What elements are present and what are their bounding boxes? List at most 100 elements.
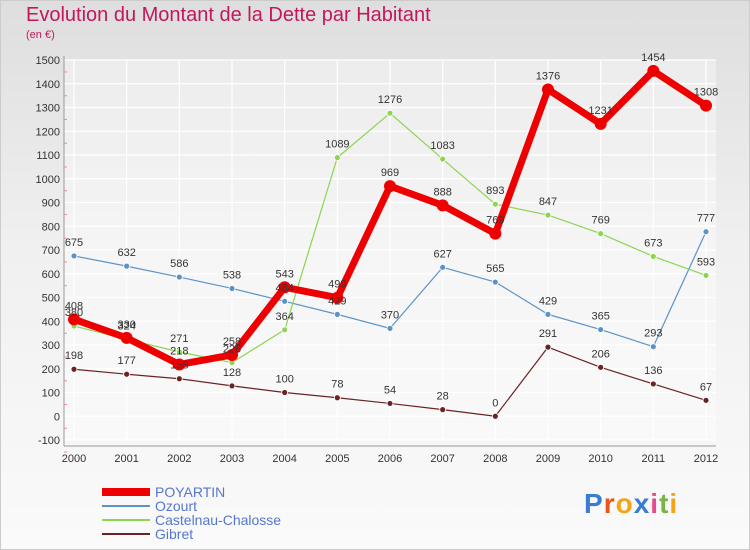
x-tick-label: 2000 bbox=[62, 453, 86, 465]
proxiti-logo: Proxiti bbox=[584, 488, 678, 520]
x-tick-label: 2002 bbox=[167, 453, 191, 465]
data-label: 847 bbox=[539, 196, 557, 208]
data-point bbox=[281, 326, 289, 334]
data-label: 627 bbox=[433, 248, 451, 260]
legend-label: Gibret bbox=[155, 526, 193, 542]
data-label: 1308 bbox=[694, 87, 718, 99]
data-label: 291 bbox=[539, 328, 557, 340]
data-label: 380 bbox=[65, 307, 83, 319]
data-point bbox=[384, 180, 396, 193]
y-tick-label: 1300 bbox=[36, 103, 60, 115]
x-tick-label: 2005 bbox=[325, 453, 349, 465]
y-tick-label: -100 bbox=[38, 435, 60, 447]
data-point bbox=[700, 99, 712, 112]
legend-label: POYARTIN bbox=[155, 484, 225, 500]
data-label: 330 bbox=[117, 319, 135, 331]
data-point bbox=[649, 343, 657, 351]
data-label: 1231 bbox=[588, 105, 612, 117]
data-label: 1276 bbox=[378, 94, 402, 106]
y-tick-label: 900 bbox=[42, 198, 60, 210]
legend-label: Castelnau-Chalosse bbox=[155, 512, 281, 528]
data-point bbox=[386, 400, 394, 407]
data-point bbox=[594, 117, 607, 130]
data-label: 177 bbox=[117, 355, 135, 367]
data-point bbox=[333, 394, 341, 402]
data-label: 593 bbox=[697, 256, 715, 268]
x-tick-label: 2007 bbox=[430, 453, 454, 465]
x-tick-label: 2010 bbox=[588, 453, 612, 465]
legend-label: Ozourt bbox=[155, 498, 197, 514]
data-point bbox=[649, 253, 657, 260]
data-label: 324 bbox=[117, 320, 135, 332]
x-tick-label: 2011 bbox=[642, 453, 666, 465]
data-point bbox=[278, 281, 291, 294]
data-label: 484 bbox=[275, 282, 293, 294]
data-point bbox=[439, 263, 447, 271]
y-tick-label: 0 bbox=[54, 411, 60, 423]
data-label: 28 bbox=[437, 391, 449, 403]
data-label: 226 bbox=[223, 344, 241, 356]
data-point bbox=[123, 370, 131, 378]
data-point bbox=[331, 291, 344, 304]
data-label: 1454 bbox=[641, 52, 665, 64]
data-point bbox=[544, 343, 552, 351]
data-point bbox=[491, 200, 499, 208]
data-label: 429 bbox=[539, 295, 557, 307]
logo-letter: i bbox=[669, 488, 679, 519]
data-point bbox=[597, 326, 605, 333]
data-label: 893 bbox=[486, 185, 504, 197]
x-tick-label: 2008 bbox=[483, 453, 507, 465]
data-point bbox=[542, 83, 554, 96]
data-label: 673 bbox=[644, 237, 662, 249]
data-point bbox=[175, 348, 183, 356]
data-point bbox=[597, 363, 605, 371]
data-label: 1376 bbox=[536, 70, 560, 82]
data-point bbox=[70, 365, 78, 373]
data-label: 78 bbox=[331, 379, 343, 391]
data-point bbox=[544, 310, 552, 318]
data-point bbox=[175, 375, 183, 383]
data-label: 543 bbox=[275, 268, 293, 280]
data-label: 258 bbox=[223, 336, 241, 348]
data-point bbox=[649, 380, 657, 388]
data-label: 888 bbox=[433, 186, 451, 198]
y-tick-label: 1200 bbox=[36, 126, 60, 138]
data-point bbox=[120, 331, 133, 344]
data-label: 1083 bbox=[430, 140, 454, 152]
data-label: 198 bbox=[65, 350, 83, 362]
data-label: 769 bbox=[591, 215, 609, 227]
y-tick-label: 600 bbox=[42, 269, 60, 281]
y-tick-label: 1500 bbox=[36, 55, 60, 67]
data-label: 777 bbox=[697, 213, 715, 225]
data-point bbox=[68, 313, 80, 326]
data-point bbox=[173, 358, 186, 371]
logo-letter: t bbox=[659, 488, 670, 519]
data-label: 499 bbox=[328, 279, 346, 291]
data-point bbox=[123, 262, 131, 270]
logo-letter: x bbox=[633, 488, 651, 519]
data-point bbox=[702, 228, 710, 236]
data-label: 769 bbox=[486, 215, 504, 227]
data-label: 565 bbox=[486, 263, 504, 275]
data-point bbox=[439, 406, 447, 414]
data-point bbox=[333, 154, 341, 162]
data-point bbox=[702, 272, 710, 279]
x-tick-label: 2001 bbox=[114, 453, 138, 465]
data-label: 271 bbox=[170, 333, 188, 345]
chart-unit-label: (en €) bbox=[26, 29, 55, 41]
logo-letter: P bbox=[584, 488, 604, 519]
y-tick-label: 1400 bbox=[36, 79, 60, 91]
data-label: 370 bbox=[381, 309, 399, 321]
data-label: 67 bbox=[700, 381, 712, 393]
data-point bbox=[70, 252, 78, 260]
data-label: 128 bbox=[223, 367, 241, 379]
x-tick-label: 2009 bbox=[536, 453, 560, 465]
data-label: 365 bbox=[591, 311, 609, 323]
data-point bbox=[226, 348, 238, 361]
logo-letter: i bbox=[650, 488, 660, 519]
logo-letter: o bbox=[615, 488, 634, 519]
data-point bbox=[333, 310, 341, 318]
data-point bbox=[281, 297, 289, 305]
data-label: 429 bbox=[328, 295, 346, 307]
y-tick-label: 200 bbox=[42, 364, 60, 376]
